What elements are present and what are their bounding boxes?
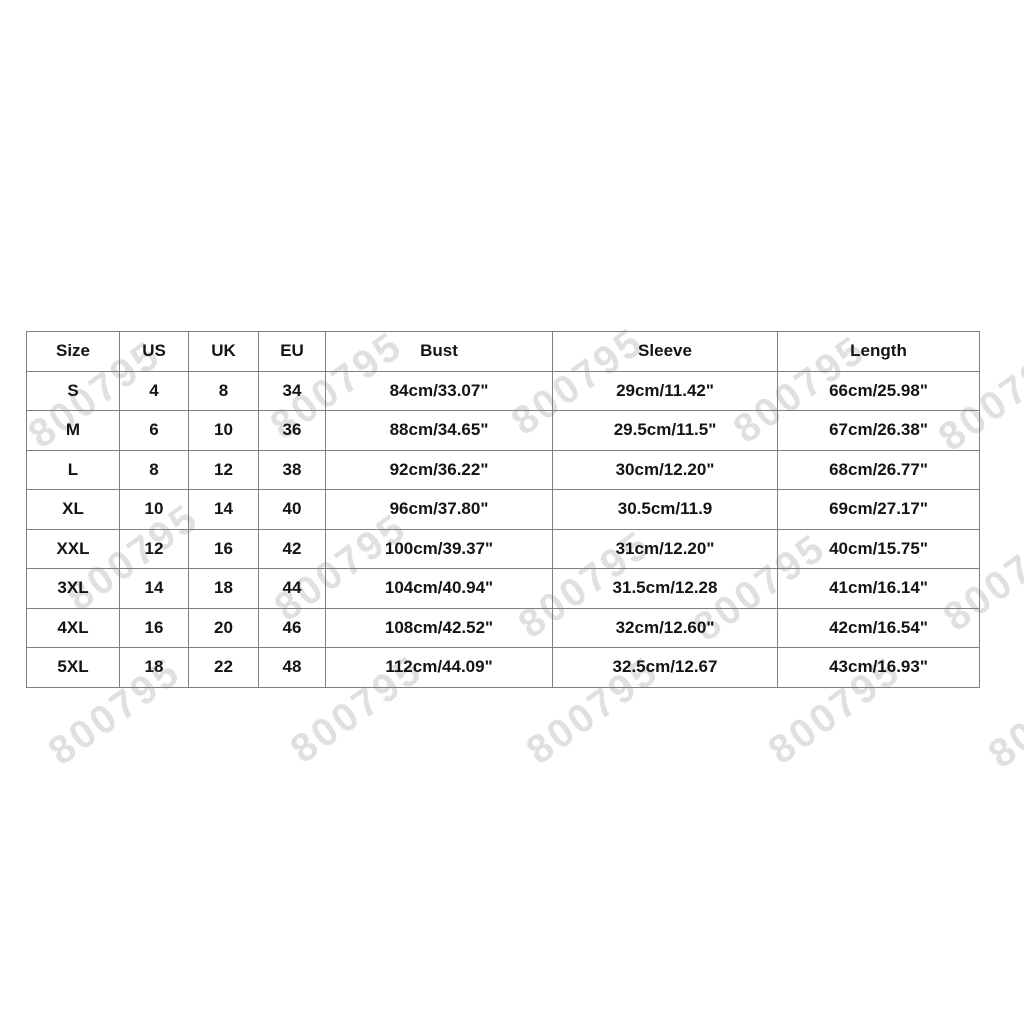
- table-cell: 5XL: [26, 647, 120, 688]
- table-cell: L: [26, 449, 120, 490]
- column-header-bust: Bust: [325, 331, 553, 372]
- table-cell: 112cm/44.09": [325, 647, 553, 688]
- table-cell: 66cm/25.98": [777, 370, 980, 411]
- table-cell: M: [26, 410, 120, 451]
- table-row: M 6 10 36 88cm/34.65" 29.5cm/11.5" 67cm/26.38": [26, 410, 980, 451]
- table-cell: S: [26, 370, 120, 411]
- table-cell: 18: [188, 568, 259, 609]
- table-cell: 4XL: [26, 607, 120, 648]
- table-row: XL 10 14 40 96cm/37.80" 30.5cm/11.9 69cm/27.17…: [26, 489, 980, 530]
- table-cell: 3XL: [26, 568, 120, 609]
- table-cell: 42: [258, 528, 326, 569]
- table-cell: 92cm/36.22": [325, 449, 553, 490]
- column-header-us: US: [119, 331, 189, 372]
- table-cell: 8: [119, 449, 189, 490]
- table-cell: 88cm/34.65": [325, 410, 553, 451]
- table-cell: 31.5cm/12.28: [552, 568, 778, 609]
- table-row: XXL 12 16 42 100cm/39.37" 31cm/12.20" 40cm/15.…: [26, 528, 980, 569]
- table-body: S 4 8 34 84cm/33.07" 29cm/11.42" 66cm/25.98" M 6…: [26, 370, 980, 688]
- column-header-length: Length: [777, 331, 980, 372]
- table-cell: 40: [258, 489, 326, 530]
- table-head: Size US UK EU Bust Sleeve Length: [26, 331, 980, 372]
- table-cell: 30.5cm/11.9: [552, 489, 778, 530]
- table-cell: 22: [188, 647, 259, 688]
- table-cell: 41cm/16.14": [777, 568, 980, 609]
- table-cell: 4: [119, 370, 189, 411]
- table-row: 4XL 16 20 46 108cm/42.52" 32cm/12.60" 42cm/16.…: [26, 607, 980, 648]
- table-cell: 32.5cm/12.67: [552, 647, 778, 688]
- table-row: 5XL 18 22 48 112cm/44.09" 32.5cm/12.67 43cm/16…: [26, 647, 980, 688]
- table-cell: 29cm/11.42": [552, 370, 778, 411]
- table-cell: 40cm/15.75": [777, 528, 980, 569]
- table-cell: 69cm/27.17": [777, 489, 980, 530]
- table-cell: 8: [188, 370, 259, 411]
- table-cell: 67cm/26.38": [777, 410, 980, 451]
- table-cell: 43cm/16.93": [777, 647, 980, 688]
- table-cell: 12: [119, 528, 189, 569]
- table-cell: 18: [119, 647, 189, 688]
- table-row: L 8 12 38 92cm/36.22" 30cm/12.20" 68cm/26.77": [26, 449, 980, 490]
- table-cell: 34: [258, 370, 326, 411]
- table-cell: 6: [119, 410, 189, 451]
- table-cell: 32cm/12.60": [552, 607, 778, 648]
- table-cell: 46: [258, 607, 326, 648]
- table-row: S 4 8 34 84cm/33.07" 29cm/11.42" 66cm/25.98": [26, 370, 980, 411]
- table-cell: 84cm/33.07": [325, 370, 553, 411]
- table-cell: XL: [26, 489, 120, 530]
- size-chart-table: Size US UK EU Bust Sleeve Length S 4 8 34 84cm/33.…: [26, 331, 980, 688]
- watermark-text: 800795: [980, 652, 1024, 777]
- table-cell: 20: [188, 607, 259, 648]
- column-header-uk: UK: [188, 331, 259, 372]
- table-cell: 96cm/37.80": [325, 489, 553, 530]
- table-cell: 10: [119, 489, 189, 530]
- table-cell: XXL: [26, 528, 120, 569]
- table-cell: 30cm/12.20": [552, 449, 778, 490]
- table-cell: 68cm/26.77": [777, 449, 980, 490]
- table-cell: 44: [258, 568, 326, 609]
- table-cell: 16: [188, 528, 259, 569]
- table-cell: 42cm/16.54": [777, 607, 980, 648]
- table-cell: 108cm/42.52": [325, 607, 553, 648]
- table-cell: 36: [258, 410, 326, 451]
- table-cell: 12: [188, 449, 259, 490]
- table-cell: 104cm/40.94": [325, 568, 553, 609]
- table-cell: 29.5cm/11.5": [552, 410, 778, 451]
- table-cell: 16: [119, 607, 189, 648]
- table-cell: 10: [188, 410, 259, 451]
- table-cell: 48: [258, 647, 326, 688]
- column-header-eu: EU: [258, 331, 326, 372]
- column-header-size: Size: [26, 331, 120, 372]
- table-cell: 14: [119, 568, 189, 609]
- column-header-sleeve: Sleeve: [552, 331, 778, 372]
- table-cell: 38: [258, 449, 326, 490]
- table-row: 3XL 14 18 44 104cm/40.94" 31.5cm/12.28 41cm/16…: [26, 568, 980, 609]
- table-cell: 31cm/12.20": [552, 528, 778, 569]
- table-header-row: Size US UK EU Bust Sleeve Length: [26, 331, 980, 372]
- table-cell: 100cm/39.37": [325, 528, 553, 569]
- table-cell: 14: [188, 489, 259, 530]
